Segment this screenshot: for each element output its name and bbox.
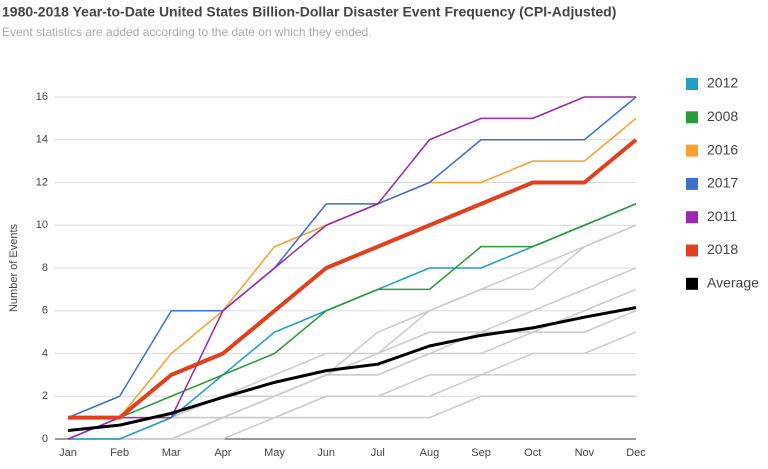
legend-label: 2008 xyxy=(707,108,738,124)
y-tick-label: 10 xyxy=(36,219,48,231)
x-tick-label: May xyxy=(264,447,285,459)
chart-subtitle: Event statistics are added according to … xyxy=(2,25,372,39)
legend-swatch xyxy=(686,244,698,257)
x-tick-label: Oct xyxy=(524,447,541,459)
legend-label: 2012 xyxy=(707,75,738,91)
y-tick-label: 14 xyxy=(36,134,48,146)
x-tick-label: Sep xyxy=(471,447,491,459)
series-line xyxy=(67,306,637,432)
legend-label: 2011 xyxy=(707,208,737,224)
y-tick-label: 16 xyxy=(36,91,48,103)
x-tick-label: Nov xyxy=(575,447,595,459)
legend-label: Average xyxy=(707,275,759,291)
y-tick-label: 2 xyxy=(42,390,48,402)
chart-title: 1980-2018 Year-to-Date United States Bil… xyxy=(2,4,616,20)
x-tick-label: Mar xyxy=(162,447,181,459)
y-tick-label: 8 xyxy=(42,262,48,274)
x-tick-label: Jun xyxy=(317,447,335,459)
series-line xyxy=(68,395,636,440)
x-tick-label: Jul xyxy=(371,447,385,459)
x-tick-label: Jan xyxy=(59,447,77,459)
legend-label: 2018 xyxy=(707,241,738,257)
y-tick-label: 4 xyxy=(42,347,48,359)
series-line xyxy=(68,331,637,440)
x-tick-label: Feb xyxy=(110,447,129,459)
series-line xyxy=(68,203,637,419)
y-axis-label: Number of Events xyxy=(8,223,20,312)
series-line xyxy=(67,96,637,419)
y-tick-label: 12 xyxy=(36,176,48,188)
legend-swatch xyxy=(686,144,698,157)
legend-swatch xyxy=(686,277,698,290)
legend-label: 2016 xyxy=(707,141,738,157)
series-line xyxy=(67,96,636,440)
legend-swatch xyxy=(686,177,698,190)
x-tick-label: Dec xyxy=(626,447,646,459)
series-line xyxy=(68,138,638,420)
legend-label: 2017 xyxy=(707,175,738,191)
y-tick-label: 6 xyxy=(42,305,48,317)
x-tick-label: Aug xyxy=(420,447,440,459)
legend-swatch xyxy=(686,78,698,90)
legend-swatch xyxy=(686,211,698,224)
series-line xyxy=(68,374,636,440)
y-tick-label: 0 xyxy=(42,433,48,445)
x-tick-label: Apr xyxy=(214,447,231,459)
legend-swatch xyxy=(686,111,698,124)
